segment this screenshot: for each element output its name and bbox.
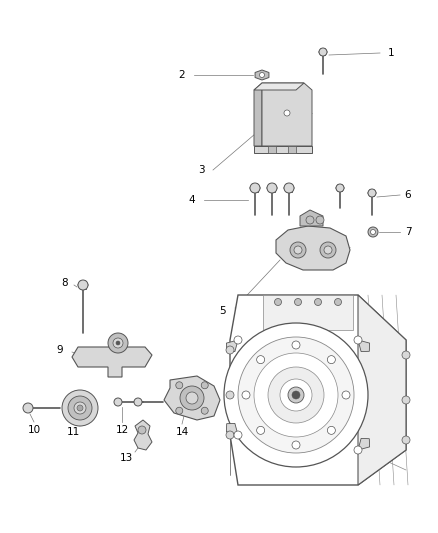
Polygon shape	[134, 420, 152, 450]
Circle shape	[180, 386, 204, 410]
Circle shape	[402, 351, 410, 359]
Circle shape	[327, 426, 336, 434]
Circle shape	[201, 382, 208, 389]
Circle shape	[114, 398, 122, 406]
Circle shape	[254, 353, 338, 437]
Circle shape	[176, 407, 183, 414]
Circle shape	[257, 426, 265, 434]
Circle shape	[226, 346, 234, 354]
Text: 14: 14	[175, 427, 189, 437]
Polygon shape	[254, 83, 304, 90]
Circle shape	[268, 367, 324, 423]
Circle shape	[250, 183, 260, 193]
Circle shape	[234, 431, 242, 439]
Circle shape	[238, 337, 354, 453]
Circle shape	[62, 390, 98, 426]
Text: 4: 4	[189, 195, 195, 205]
Circle shape	[316, 216, 324, 224]
Text: 1: 1	[388, 48, 394, 58]
Circle shape	[314, 298, 321, 305]
Circle shape	[306, 216, 314, 224]
Circle shape	[224, 323, 368, 467]
Circle shape	[327, 356, 336, 364]
Circle shape	[290, 242, 306, 258]
Circle shape	[335, 298, 342, 305]
Polygon shape	[226, 340, 238, 352]
Circle shape	[292, 391, 300, 399]
Text: 6: 6	[405, 190, 411, 200]
Polygon shape	[254, 146, 312, 153]
Text: 13: 13	[120, 453, 133, 463]
Circle shape	[280, 379, 312, 411]
Circle shape	[257, 356, 265, 364]
Circle shape	[402, 436, 410, 444]
Circle shape	[294, 298, 301, 305]
Polygon shape	[72, 347, 152, 377]
Text: 8: 8	[62, 278, 68, 288]
Circle shape	[77, 405, 83, 411]
Circle shape	[234, 336, 242, 344]
Polygon shape	[276, 226, 350, 270]
Circle shape	[116, 341, 120, 345]
Polygon shape	[230, 295, 406, 485]
Circle shape	[176, 382, 183, 389]
Text: 12: 12	[115, 425, 129, 435]
Circle shape	[74, 402, 86, 414]
Circle shape	[275, 298, 282, 305]
Circle shape	[201, 407, 208, 414]
Circle shape	[294, 246, 302, 254]
Circle shape	[288, 387, 304, 403]
Circle shape	[68, 396, 92, 420]
Circle shape	[354, 446, 362, 454]
Circle shape	[78, 280, 88, 290]
Circle shape	[292, 441, 300, 449]
Text: 3: 3	[198, 165, 204, 175]
Circle shape	[324, 246, 332, 254]
Polygon shape	[254, 83, 262, 146]
Circle shape	[319, 48, 327, 56]
Bar	[268, 146, 276, 153]
Circle shape	[226, 391, 234, 399]
Circle shape	[226, 431, 234, 439]
Circle shape	[284, 110, 290, 116]
Circle shape	[134, 398, 142, 406]
Polygon shape	[226, 423, 238, 435]
Text: 10: 10	[28, 425, 41, 435]
Circle shape	[402, 396, 410, 404]
Circle shape	[336, 184, 344, 192]
Circle shape	[320, 242, 336, 258]
Text: 2: 2	[179, 70, 185, 80]
Circle shape	[186, 392, 198, 404]
Polygon shape	[164, 376, 220, 420]
Circle shape	[108, 333, 128, 353]
Circle shape	[354, 336, 362, 344]
Bar	[288, 146, 296, 153]
Circle shape	[113, 338, 123, 348]
Circle shape	[138, 426, 146, 434]
Polygon shape	[263, 295, 353, 330]
Circle shape	[259, 72, 265, 77]
Text: 11: 11	[67, 427, 80, 437]
Circle shape	[371, 230, 375, 235]
Circle shape	[267, 183, 277, 193]
Polygon shape	[262, 83, 312, 146]
Text: 7: 7	[405, 227, 411, 237]
Text: 5: 5	[220, 306, 226, 316]
Circle shape	[23, 403, 33, 413]
Circle shape	[368, 227, 378, 237]
Circle shape	[342, 391, 350, 399]
Polygon shape	[358, 340, 370, 352]
Circle shape	[292, 341, 300, 349]
Circle shape	[242, 391, 250, 399]
Polygon shape	[358, 439, 370, 450]
Text: 9: 9	[57, 345, 64, 355]
Polygon shape	[230, 360, 250, 400]
Circle shape	[368, 189, 376, 197]
Polygon shape	[255, 70, 269, 80]
Circle shape	[284, 183, 294, 193]
Polygon shape	[300, 210, 323, 226]
Polygon shape	[358, 295, 406, 485]
